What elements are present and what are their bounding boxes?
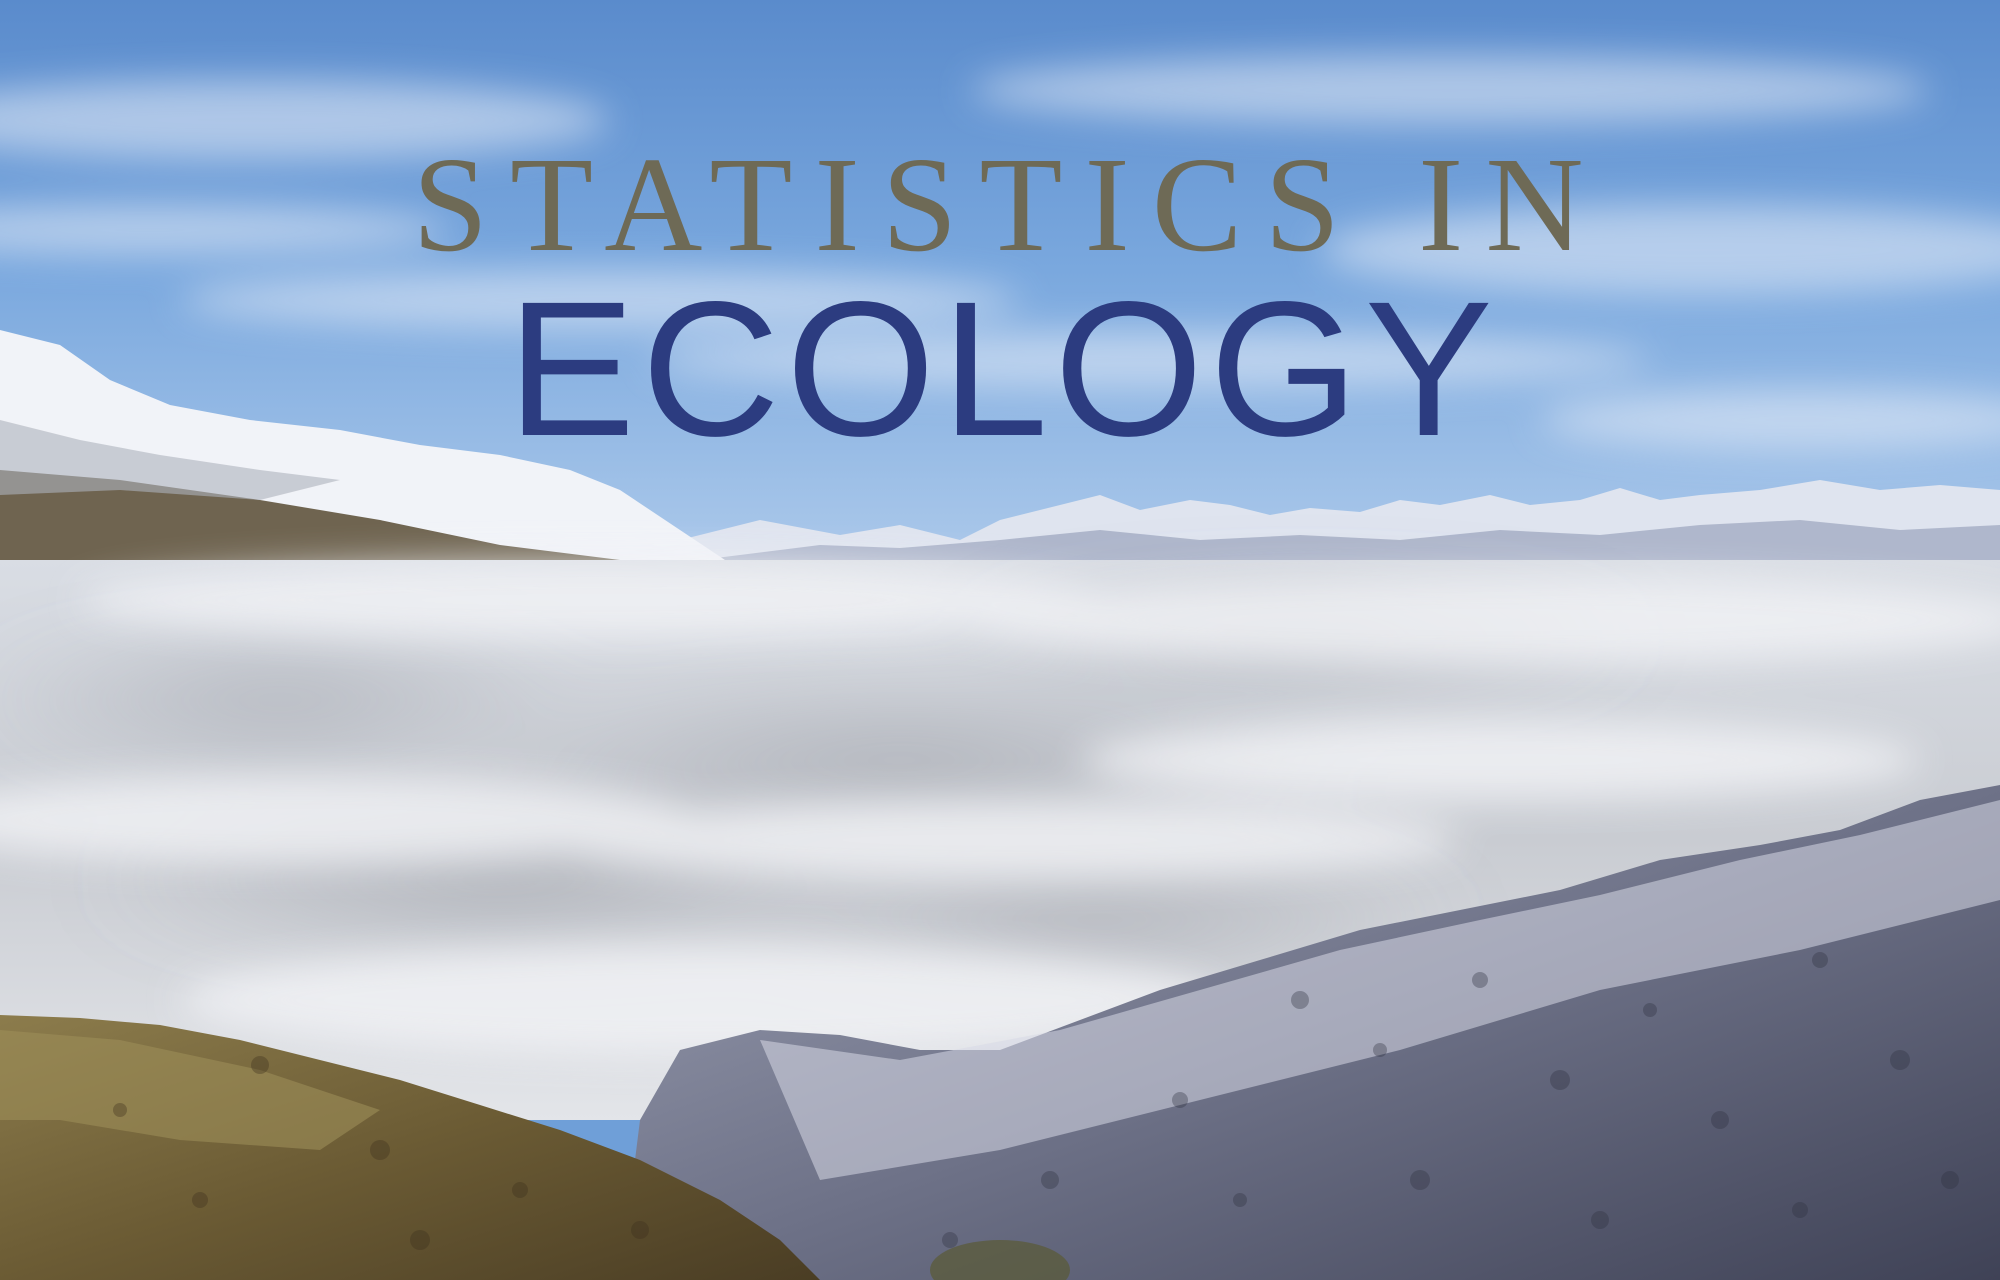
book-title: STATISTICS IN ECOLOGY [0,130,2000,476]
title-line-ecology: ECOLOGY [507,261,1499,476]
title-line-statistics-in: STATISTICS IN [412,130,1606,280]
